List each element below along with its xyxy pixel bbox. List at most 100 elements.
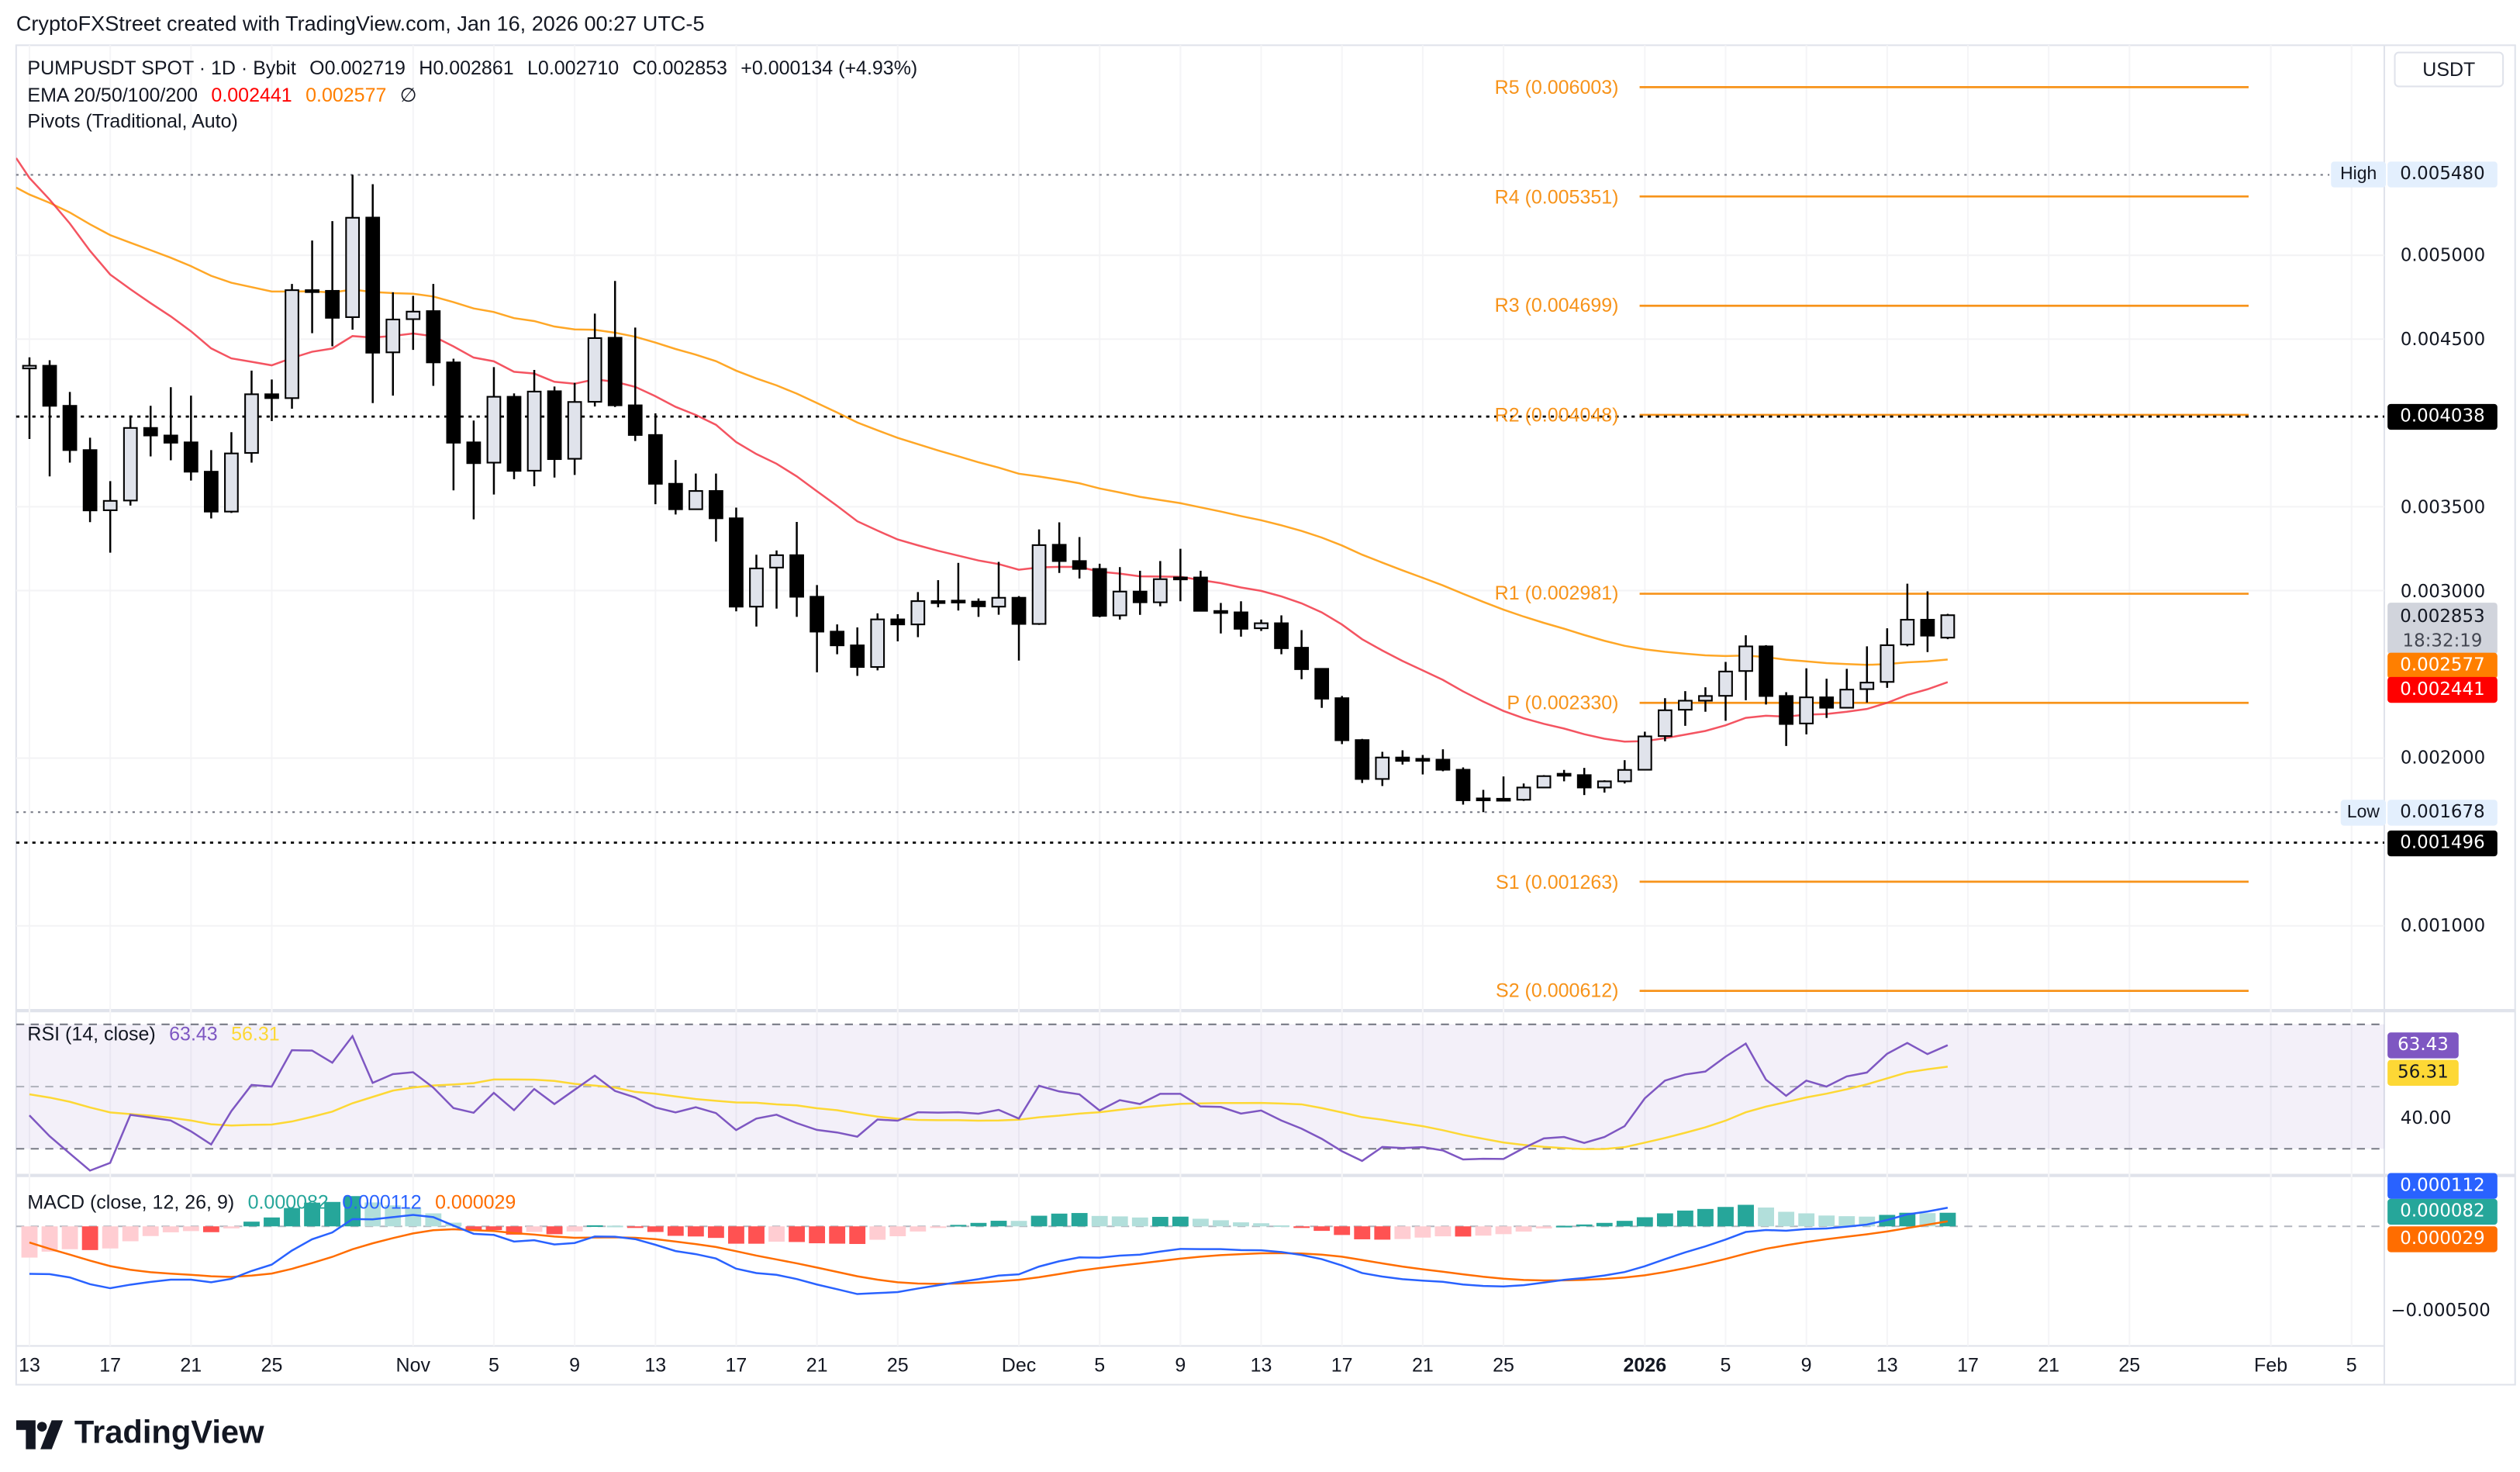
candle-down[interactable] [203,471,219,513]
candle-down[interactable] [1274,622,1289,649]
candle-down[interactable] [1556,772,1572,777]
candle-up[interactable] [1718,670,1733,697]
candle-up[interactable] [285,289,299,399]
candle-up[interactable] [526,390,542,472]
candle-down[interactable] [365,216,381,354]
candle-up[interactable] [1617,769,1632,783]
candle-up[interactable] [123,427,138,502]
candle-down[interactable] [1132,590,1148,603]
rsi-legend[interactable]: RSI (14, close) 63.43 56.31 [27,1023,288,1045]
candle-up[interactable] [1678,700,1693,711]
candle-up[interactable] [870,618,885,669]
candle-down[interactable] [1476,797,1491,802]
candle-down[interactable] [729,517,744,608]
candle-down[interactable] [1314,668,1330,700]
ema-legend[interactable]: EMA 20/50/100/200 0.002441 0.002577 ∅ [27,84,425,106]
candle-down[interactable] [647,434,663,485]
candle-up[interactable] [769,554,784,568]
candle-up[interactable] [1152,578,1168,603]
candle-up[interactable] [1254,622,1269,630]
candle-up[interactable] [1112,590,1127,617]
candle-down[interactable] [1172,576,1188,581]
candle-down[interactable] [426,310,441,364]
candle-up[interactable] [1536,775,1552,789]
candle-down[interactable] [1779,695,1793,725]
candle-down[interactable] [668,482,683,510]
candle-down[interactable] [1395,756,1410,762]
candle-down[interactable] [1576,774,1592,789]
candle-down[interactable] [789,554,804,598]
candle-up[interactable] [1597,780,1612,789]
candle-down[interactable] [506,396,522,472]
candle-up[interactable] [486,396,502,464]
candle-up[interactable] [1940,614,1956,639]
candle-down[interactable] [930,600,946,604]
candle-up[interactable] [749,567,764,608]
macd-legend[interactable]: MACD (close, 12, 26, 9) 0.000082 0.00011… [27,1190,523,1213]
candle-down[interactable] [1072,560,1087,570]
candle-down[interactable] [1819,696,1835,709]
candle-down[interactable] [1496,797,1511,802]
candle-down[interactable] [971,600,986,607]
candle-down[interactable] [830,631,845,647]
candle-down[interactable] [62,405,78,451]
candle-down[interactable] [607,337,623,406]
candle-up[interactable] [1031,544,1047,625]
candle-down[interactable] [1092,568,1107,617]
candle-up[interactable] [1738,645,1753,672]
candle-up[interactable] [567,401,582,460]
candle-down[interactable] [325,289,340,319]
candle-up[interactable] [22,365,37,370]
candle-down[interactable] [890,618,906,626]
candle-down[interactable] [1334,697,1350,741]
candle-up[interactable] [224,452,239,513]
candle-up[interactable] [910,600,926,626]
candle-up[interactable] [1880,644,1895,683]
candle-down[interactable] [709,490,723,520]
candle-up[interactable] [688,490,703,510]
candle-up[interactable] [1799,696,1814,724]
candle-down[interactable] [42,365,57,407]
candle-up[interactable] [102,499,118,511]
candle-down[interactable] [951,600,966,603]
candle-up[interactable] [244,393,259,454]
candle-down[interactable] [1213,610,1228,614]
candle-down[interactable] [547,390,562,461]
candle-down[interactable] [143,427,158,437]
candle-down[interactable] [1415,758,1431,762]
pivots-legend[interactable]: Pivots (Traditional, Auto) [27,110,246,133]
candle-down[interactable] [446,361,461,444]
candle-up[interactable] [1637,735,1652,771]
candle-down[interactable] [1193,576,1208,612]
candle-down[interactable] [1011,596,1027,625]
candle-down[interactable] [1294,647,1309,670]
candle-up[interactable] [1657,709,1673,738]
candle-down[interactable] [82,449,98,512]
candle-down[interactable] [627,404,643,436]
candle-down[interactable] [1435,758,1451,771]
candle-down[interactable] [183,441,198,473]
candle-up[interactable] [345,216,361,318]
candle-down[interactable] [1920,619,1935,637]
candle-down[interactable] [1759,645,1773,697]
candle-up[interactable] [385,318,401,354]
candle-down[interactable] [810,596,824,633]
candle-up[interactable] [1839,689,1855,709]
candle-up[interactable] [1859,682,1875,690]
candle-down[interactable] [264,393,279,399]
tradingview-logo[interactable]: TradingView [16,1415,264,1453]
candle-down[interactable] [1051,544,1067,562]
candle-down[interactable] [1355,739,1370,780]
candle-up[interactable] [1375,756,1390,780]
symbol-legend[interactable]: PUMPUSDT SPOT · 1D · Bybit O0.002719 H0.… [27,57,925,79]
candle-up[interactable] [587,337,602,403]
candle-up[interactable] [1900,619,1915,646]
candle-up[interactable] [1516,786,1531,801]
candle-down[interactable] [1234,611,1248,630]
candle-up[interactable] [406,310,421,320]
candle-down[interactable] [1455,769,1471,801]
candle-down[interactable] [305,289,319,293]
candle-down[interactable] [163,434,178,444]
currency-button[interactable]: USDT [2394,51,2504,88]
